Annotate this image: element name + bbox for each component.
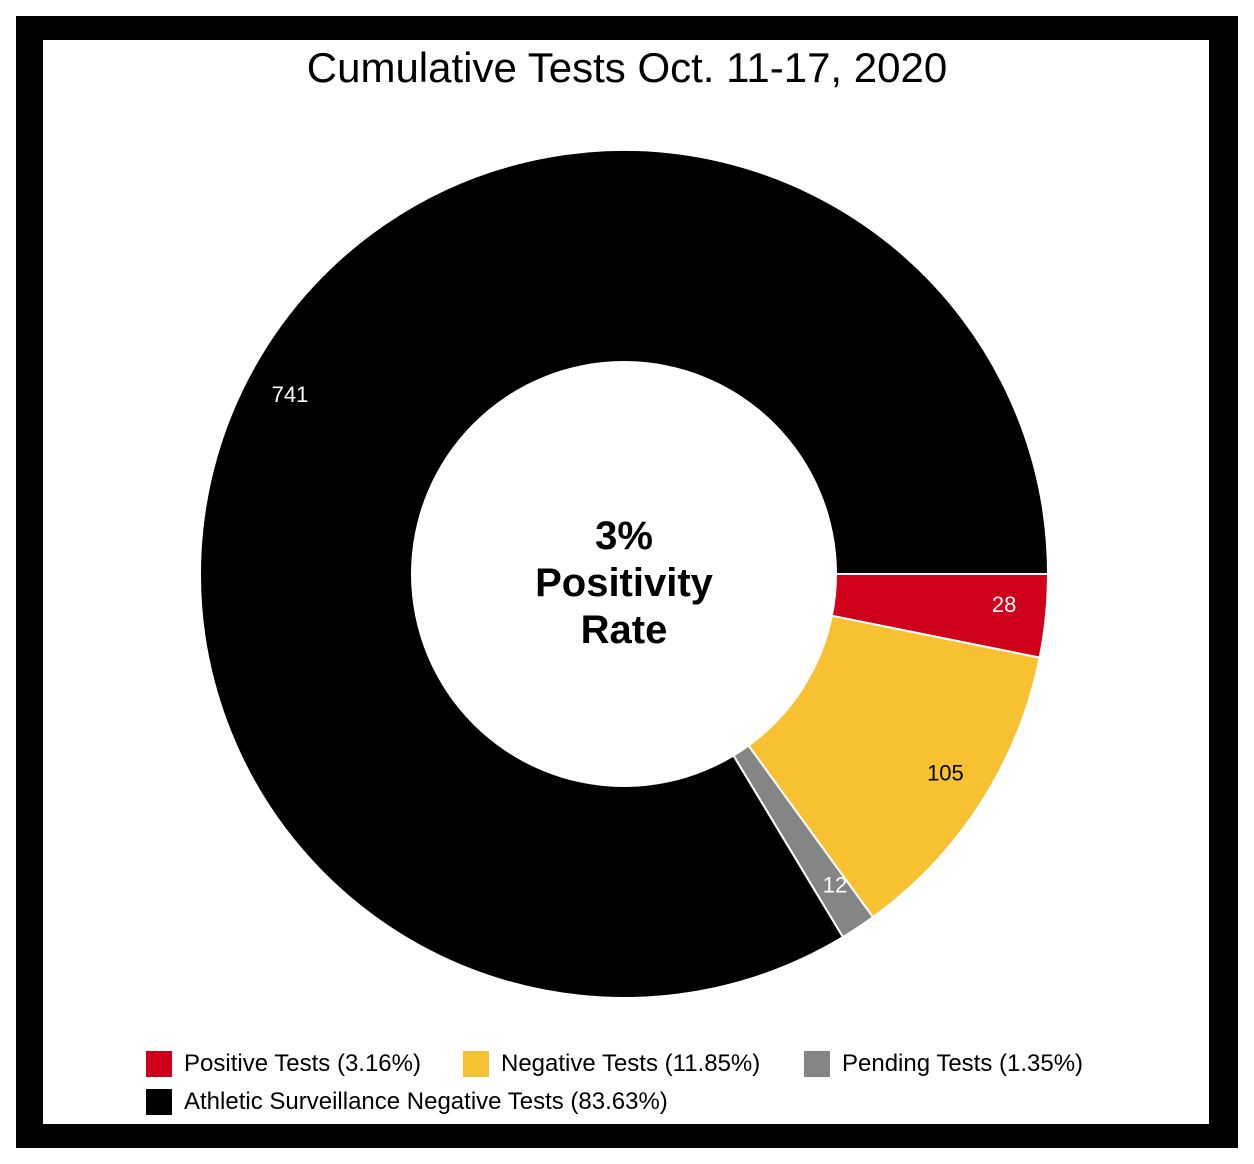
legend-label-pending: Pending Tests (1.35%) [842,1050,1084,1077]
legend-item-pending: Pending Tests (1.35%) [804,1050,1083,1078]
legend-item-positive: Positive Tests (3.16%) [146,1050,421,1078]
legend-label-positive: Positive Tests (3.16%) [184,1050,421,1077]
data-label-athletic: 741 [272,382,309,407]
legend-label-negative: Negative Tests (11.85%) [501,1050,761,1077]
legend-swatch-negative [463,1051,489,1077]
data-label-pending: 12 [823,872,847,897]
legend-swatch-pending [804,1051,830,1077]
legend-item-negative: Negative Tests (11.85%) [463,1050,760,1078]
center-text-line-1: 3% [595,514,653,558]
legend-swatch-athletic [146,1089,172,1115]
donut-hole [411,361,837,787]
legend-item-athletic: Athletic Surveillance Negative Tests (83… [146,1088,668,1116]
legend-label-athletic: Athletic Surveillance Negative Tests (83… [184,1088,668,1115]
legend-swatch-positive [146,1051,172,1077]
data-label-negative: 105 [927,760,964,785]
center-text-line-3: Rate [581,608,668,652]
center-text-line-2: Positivity [535,561,714,605]
data-label-positive: 28 [992,592,1016,617]
chart-title: Cumulative Tests Oct. 11-17, 2020 [306,44,948,91]
